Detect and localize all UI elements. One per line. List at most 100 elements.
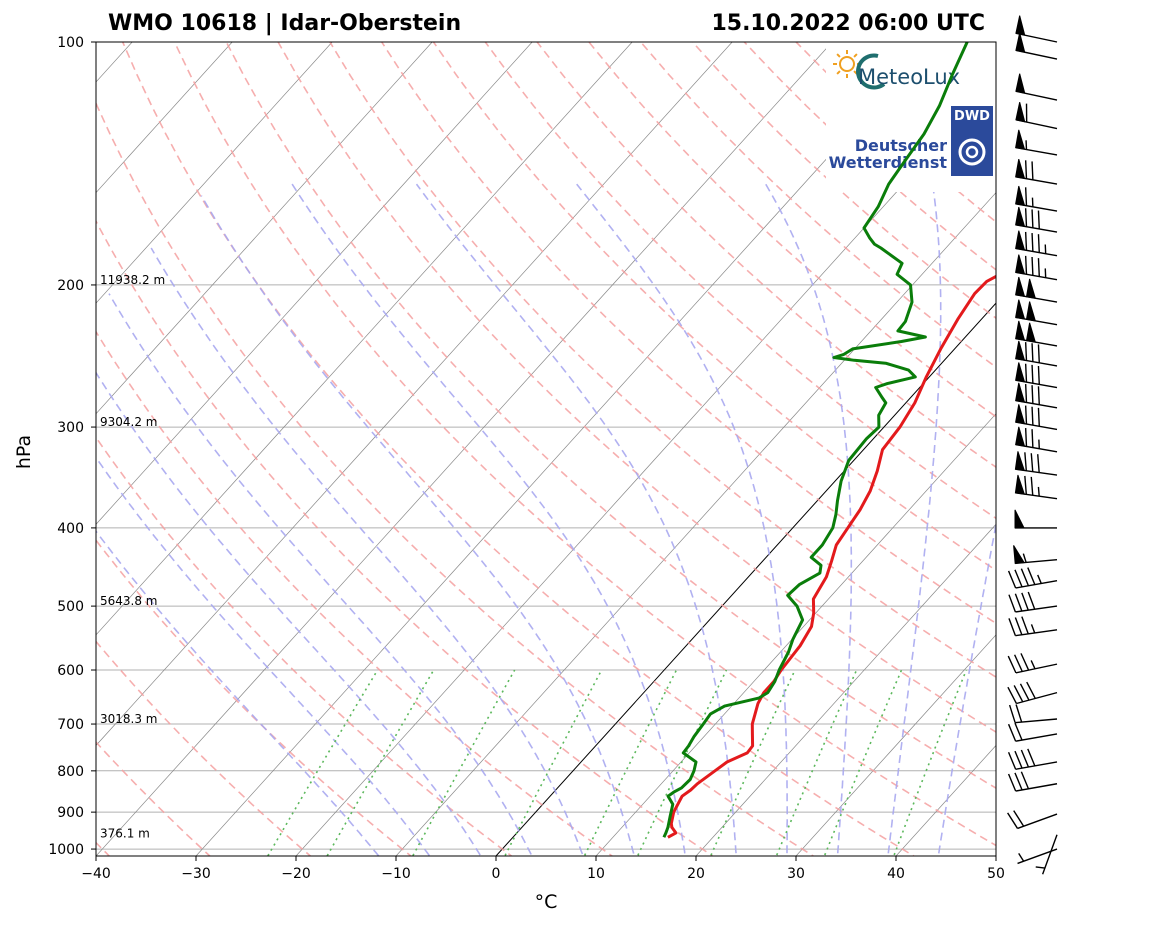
meteolux-logo-text: MeteoLux (858, 65, 960, 89)
wind-barb (1007, 653, 1058, 674)
plot-frame (95, 41, 997, 857)
mixing-ratio-line (411, 669, 516, 856)
wind-barb (1007, 810, 1058, 830)
isotherm--70 (96, 42, 533, 525)
dry-adiabat (96, 640, 312, 856)
y-tick-label: 400 (57, 521, 84, 537)
moist-adiabat (415, 183, 738, 856)
wind-barb (1014, 451, 1058, 476)
x-tick-label: −20 (281, 866, 311, 882)
wind-barb (1007, 771, 1058, 792)
y-tick-label: 500 (57, 599, 84, 615)
dry-adiabat (96, 219, 715, 856)
wind-barb (1015, 254, 1058, 281)
y-tick-label: 800 (57, 764, 84, 780)
x-tick-label: 0 (492, 866, 501, 882)
dwd-line2-text: Wetterdienst (829, 153, 948, 172)
wind-barb (1015, 129, 1058, 156)
wind-barb (1013, 545, 1058, 565)
wind-barb (1035, 834, 1058, 875)
y-tick-label: 1000 (48, 842, 84, 858)
wind-barb (1015, 404, 1058, 431)
wind-barb (1014, 474, 1058, 500)
moist-adiabat (291, 183, 687, 856)
height-label: 3018.3 m (100, 712, 158, 726)
moist-adiabat (150, 247, 584, 856)
x-tick-label: −30 (181, 866, 211, 882)
wind-barb (1008, 704, 1058, 724)
y-axis-label: hPa (13, 435, 35, 469)
wind-barb (1015, 362, 1058, 389)
mixing-ratio-line (266, 669, 379, 856)
dwd-line1-text: Deutscher (855, 136, 947, 155)
dry-adiabat (96, 436, 513, 856)
y-tick-label: 100 (57, 35, 84, 51)
mixing-ratio-line (503, 669, 603, 856)
wind-barb (1007, 748, 1058, 770)
dry-adiabat (96, 330, 614, 856)
moist-adiabat (200, 195, 636, 856)
mixing-ratio-line (892, 669, 968, 856)
isotherm--30 (195, 42, 933, 856)
wind-barb (1015, 32, 1058, 60)
mixing-ratio-line (775, 669, 858, 856)
wind-barb (1015, 73, 1058, 101)
height-label: 9304.2 m (100, 415, 158, 429)
wind-barb (1015, 382, 1058, 409)
x-tick-label: −40 (81, 866, 111, 882)
axes: −40 −30 −20 −10 0 10 20 30 40 50 100 200 300 400 500 60… (48, 35, 1005, 882)
moist-adiabat (96, 456, 431, 856)
wind-barb (1015, 185, 1058, 212)
dry-adiabat (96, 740, 211, 856)
dry-adiabat (121, 42, 916, 856)
x-tick-label: 20 (687, 866, 705, 882)
wind-barb (1015, 340, 1058, 367)
dry-adiabat (173, 42, 996, 847)
wind-barb (1008, 591, 1058, 613)
x-axis-label: °C (535, 891, 558, 913)
x-tick-label: −10 (381, 866, 411, 882)
temperature-profile (667, 274, 996, 839)
wind-barb (1015, 299, 1058, 326)
profiles (662, 42, 996, 839)
dry-adiabat (588, 42, 996, 418)
dry-adiabat (225, 42, 996, 790)
chart-title-right: 15.10.2022 06:00 UTC (711, 11, 985, 36)
dry-adiabat (96, 538, 413, 856)
isotherm-30 (795, 634, 996, 856)
dry-adiabat (381, 42, 996, 625)
y-tick-label: 700 (57, 717, 84, 733)
isotherm-0 (495, 302, 996, 856)
mixing-ratio-line (709, 669, 796, 856)
dry-adiabat (329, 42, 996, 679)
moist-adiabat (96, 529, 380, 856)
wind-barb (1015, 426, 1058, 453)
moist-adiabat (765, 183, 853, 856)
isotherm--10 (395, 192, 996, 856)
x-tick-label: 50 (987, 866, 1005, 882)
chart-title-left: WMO 10618 | Idar-Oberstein (108, 11, 461, 36)
isotherm--60 (96, 42, 633, 636)
isotherm--100 (96, 42, 233, 194)
moist-adiabat (108, 293, 533, 856)
dwd-logo-icon (951, 106, 993, 176)
dry-adiabat (96, 101, 815, 856)
dewpoint-profile (662, 42, 969, 838)
height-label: 376.1 m (100, 826, 150, 840)
wind-barb (1015, 276, 1058, 303)
wind-barb (1007, 681, 1058, 705)
y-tick-label: 600 (57, 663, 84, 679)
wind-barb (1007, 567, 1058, 589)
x-tick-label: 30 (787, 866, 805, 882)
wind-barb (1017, 848, 1058, 865)
moist-adiabat (96, 371, 482, 856)
wind-barb (1015, 158, 1058, 185)
dry-adiabat (536, 42, 996, 469)
mixing-ratio-line (326, 669, 435, 856)
wind-barb (1007, 722, 1058, 742)
moist-adiabat (937, 520, 996, 856)
y-tick-label: 300 (57, 420, 84, 436)
wind-barb (1015, 206, 1058, 233)
